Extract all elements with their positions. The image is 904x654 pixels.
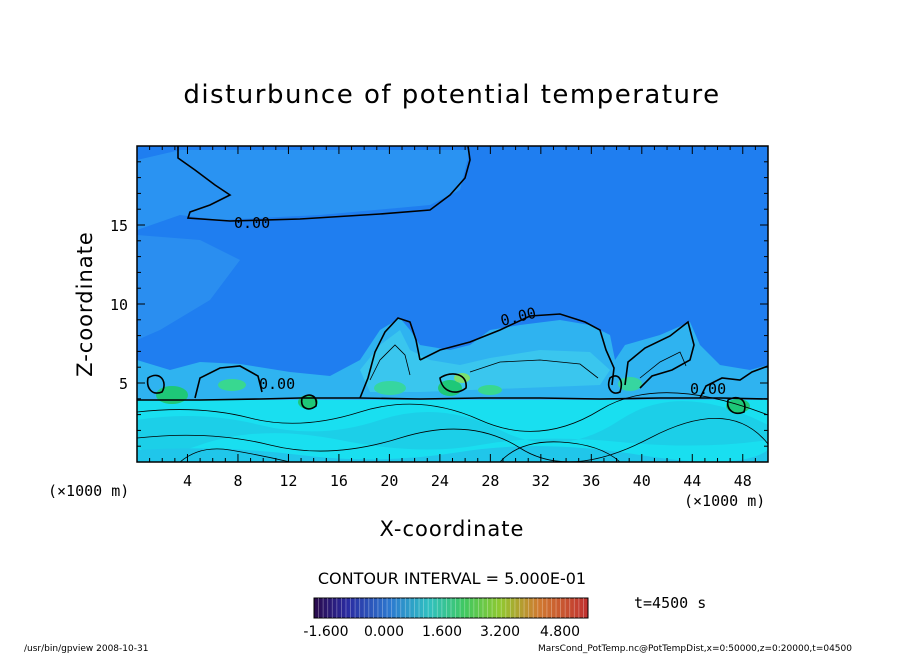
warm-patch <box>618 377 642 391</box>
x-axis: 4 8 12 16 20 24 28 32 36 40 44 48 <box>149 146 756 490</box>
x-tick-label: 44 <box>683 472 701 490</box>
field-light-patch-top <box>137 150 470 230</box>
contour-interval-text: CONTOUR INTERVAL = 5.000E-01 <box>318 569 586 588</box>
x-tick-label: 8 <box>233 472 242 490</box>
contour-zero-plume-2 <box>419 313 615 386</box>
warm-patch <box>374 381 406 395</box>
y-tick-label: 5 <box>119 375 128 393</box>
contour-thin <box>179 448 291 462</box>
contour-lines <box>137 146 768 415</box>
contour-thin <box>639 351 687 379</box>
contour-label: 0.00 <box>234 214 270 232</box>
x-tick-label: 12 <box>279 472 297 490</box>
field-lower-swirls <box>137 401 768 455</box>
x-tick-label: 48 <box>734 472 752 490</box>
contour-thin <box>369 344 411 381</box>
x-axis-label: X-coordinate <box>380 517 525 541</box>
colorbar-tick-label: 1.600 <box>422 624 462 640</box>
warm-patch <box>726 399 750 413</box>
contour-blob <box>300 394 318 410</box>
contour-zero-right-bump <box>699 365 768 399</box>
contour-thin <box>137 418 768 462</box>
contour-zero-left-bump <box>194 365 263 399</box>
contour-zero-upper <box>177 146 471 222</box>
field-light-patch-left <box>137 235 240 340</box>
contour-label: 0.00 <box>259 375 295 393</box>
contour-zero-plume-1 <box>359 317 421 399</box>
warm-patch <box>156 386 188 404</box>
colorbar-tick-label: 0.000 <box>364 624 404 640</box>
colorbar-stripes <box>318 598 584 618</box>
x-unit-left: (×1000 m) <box>48 482 129 500</box>
warm-patch <box>218 379 246 391</box>
chart-title: disturbunce of potential temperature <box>183 80 720 110</box>
contour-blob <box>439 373 467 393</box>
contour-zero-plume-3 <box>624 320 695 389</box>
contour-blob <box>726 396 746 415</box>
colorbar-ticks: -1.600 0.000 1.600 3.200 4.800 <box>303 624 580 640</box>
contour-labels: 0.00 0.00 0.00 0.00 <box>234 214 726 398</box>
field-mid-patches <box>360 330 610 392</box>
colorbar-tick-label: -1.600 <box>303 624 348 640</box>
colorbar-fill <box>313 597 589 619</box>
x-tick-label: 32 <box>532 472 550 490</box>
contour-thin <box>469 359 599 379</box>
contour-thin <box>499 441 621 462</box>
contour-blob <box>146 374 165 394</box>
time-text: t=4500 s <box>634 594 706 612</box>
contour-label: 0.00 <box>690 380 726 398</box>
x-tick-label: 24 <box>431 472 449 490</box>
contour-thin <box>137 392 768 432</box>
x-tick-label: 4 <box>183 472 192 490</box>
colorbar-tick-label: 4.800 <box>540 624 580 640</box>
colorbar-tick-label: 3.200 <box>480 624 520 640</box>
contour-lines-thin <box>137 344 768 462</box>
x-unit-right: (×1000 m) <box>684 492 765 510</box>
x-tick-label: 40 <box>633 472 651 490</box>
y-axis-label: Z-coordinate <box>73 231 97 377</box>
y-axis: 5 10 15 <box>110 161 768 447</box>
x-tick-label: 16 <box>330 472 348 490</box>
x-tick-label: 28 <box>481 472 499 490</box>
warm-patch <box>478 385 502 395</box>
footer-right: MarsCond_PotTemp.nc@PotTempDist,x=0:5000… <box>538 644 852 654</box>
colorbar: -1.600 0.000 1.600 3.200 4.800 <box>303 597 589 640</box>
y-tick-label: 10 <box>110 296 128 314</box>
contour-blob <box>607 375 623 394</box>
footer-left: /usr/bin/gpview 2008-10-31 <box>24 644 148 654</box>
contour-zero-layer <box>137 397 768 401</box>
contour-field <box>137 146 768 462</box>
x-tick-label: 36 <box>582 472 600 490</box>
x-tick-label: 20 <box>380 472 398 490</box>
field-lower-swirls-2 <box>137 446 768 462</box>
y-tick-label: 15 <box>110 217 128 235</box>
